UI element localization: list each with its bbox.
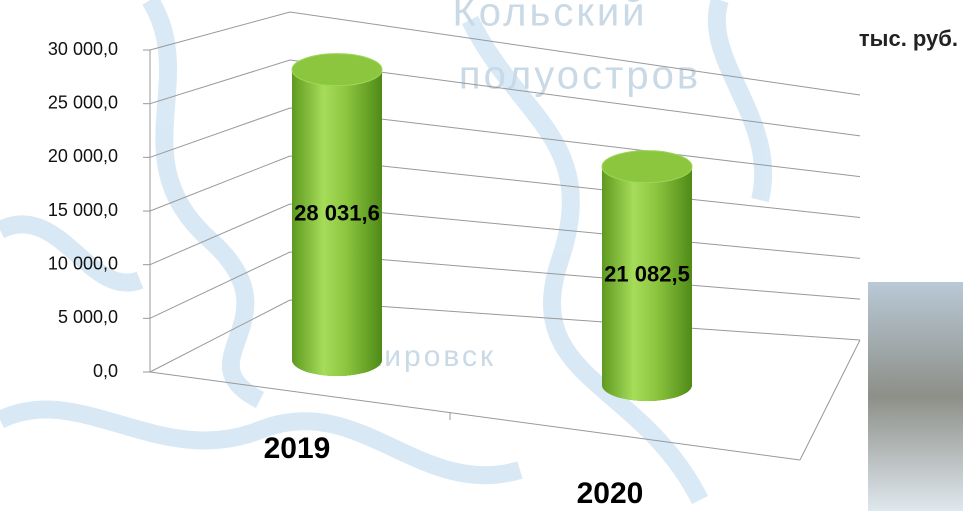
- y-tick-label: 30 000,0: [48, 39, 118, 59]
- value-label: 21 082,5: [604, 262, 690, 287]
- floor-right: [800, 340, 860, 460]
- value-label: 28 031,6: [294, 201, 380, 226]
- grid-line: [150, 300, 860, 372]
- grid-line: [150, 252, 860, 318]
- y-tick-label: 5 000,0: [58, 307, 118, 327]
- bar-top: [602, 151, 692, 183]
- map-label: Кольский: [452, 0, 647, 35]
- grid-line: [150, 204, 860, 265]
- y-tick-label: 25 000,0: [48, 92, 118, 112]
- map-label: Кировск: [364, 340, 496, 373]
- y-tick-label: 15 000,0: [48, 200, 118, 220]
- page: Кольский полуостров Кировск тыс. руб. 0,…: [0, 0, 963, 511]
- chart: Кольский полуостров Кировск тыс. руб. 0,…: [0, 0, 963, 511]
- unit-label: тыс. руб.: [859, 26, 958, 51]
- y-tick-label: 0,0: [93, 361, 118, 381]
- bar-bottom-front: [292, 344, 382, 376]
- photo: [868, 282, 963, 511]
- y-tick-label: 20 000,0: [48, 146, 118, 166]
- map-label: полуостров: [459, 54, 701, 98]
- floor-front: [150, 372, 800, 460]
- x-tick-label: 2020: [577, 477, 644, 510]
- bar-top: [292, 54, 382, 86]
- x-tick-label: 2019: [264, 432, 331, 465]
- y-tick-label: 10 000,0: [48, 253, 118, 273]
- bar-bottom-front: [602, 369, 692, 401]
